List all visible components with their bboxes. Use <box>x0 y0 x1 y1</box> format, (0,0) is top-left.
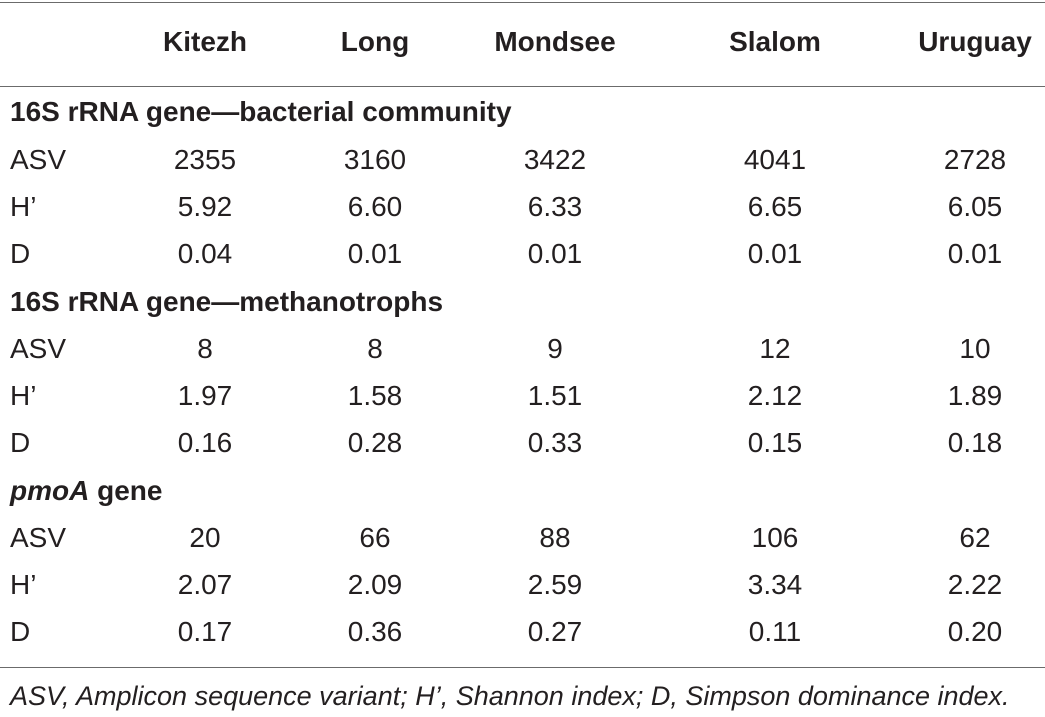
table-cell: 2.09 <box>347 569 403 600</box>
section-title-text: 16S rRNA gene—bacterial community <box>10 96 512 127</box>
table-cell: 20 <box>189 522 221 553</box>
table-row: D 0.17 0.36 0.27 0.11 0.20 <box>0 610 1045 654</box>
table-cell: 0.33 <box>527 427 583 458</box>
table-cell: 2.59 <box>527 569 583 600</box>
table-row: D 0.16 0.28 0.33 0.15 0.18 <box>0 421 1045 465</box>
table-cell: 3160 <box>343 144 407 175</box>
section-title-pmoa: pmoA gene <box>10 471 162 511</box>
table-cell: 0.01 <box>347 238 403 269</box>
table-cell: 0.15 <box>747 427 803 458</box>
table-cell: 2.07 <box>177 569 233 600</box>
section-title-methanotrophs: 16S rRNA gene—methanotrophs <box>10 282 443 322</box>
row-label: D <box>10 616 31 647</box>
section-title-text: gene <box>89 475 163 506</box>
table-cell: 0.01 <box>747 238 803 269</box>
table-cell: 0.27 <box>527 616 583 647</box>
table-cell: 0.17 <box>177 616 233 647</box>
table-cell: 2728 <box>943 144 1007 175</box>
table-cell: 2.12 <box>747 380 803 411</box>
table-row: H’ 2.07 2.09 2.59 3.34 2.22 <box>0 563 1045 607</box>
section-title-italic: pmoA <box>10 475 90 506</box>
table-cell: 0.20 <box>947 616 1003 647</box>
table-cell: 1.58 <box>347 380 403 411</box>
section-title-text: 16S rRNA gene—methanotrophs <box>10 286 444 317</box>
table-cell: 0.01 <box>527 238 583 269</box>
column-header-long: Long <box>340 26 410 57</box>
table-cell: 3.34 <box>747 569 803 600</box>
table-cell: 5.92 <box>177 191 233 222</box>
table-cell: 0.04 <box>177 238 233 269</box>
table-cell: 1.89 <box>947 380 1003 411</box>
table-cell: 1.97 <box>177 380 233 411</box>
table-row: H’ 1.97 1.58 1.51 2.12 1.89 <box>0 374 1045 418</box>
row-label: H’ <box>10 569 37 600</box>
row-label: ASV <box>10 333 67 364</box>
table-cell: 0.16 <box>177 427 233 458</box>
table-cell: 0.18 <box>947 427 1003 458</box>
table-cell: 62 <box>959 522 991 553</box>
table-cell: 4041 <box>743 144 807 175</box>
column-header-mondsee: Mondsee <box>494 26 616 57</box>
table-cell: 6.33 <box>527 191 583 222</box>
column-header-kitezh: Kitezh <box>163 26 247 57</box>
row-label: H’ <box>10 380 37 411</box>
table-cell: 6.05 <box>947 191 1003 222</box>
table-top-rule <box>0 2 1045 3</box>
section-title-bacterial: 16S rRNA gene—bacterial community <box>10 92 512 132</box>
row-label: H’ <box>10 191 37 222</box>
table-footnote: ASV, Amplicon sequence variant; H’, Shan… <box>10 681 1010 711</box>
table-cell: 10 <box>959 333 991 364</box>
table-cell: 6.65 <box>747 191 803 222</box>
table-row: D 0.04 0.01 0.01 0.01 0.01 <box>0 232 1045 276</box>
table-cell: 0.36 <box>347 616 403 647</box>
table-cell: 12 <box>759 333 791 364</box>
table-cell: 1.51 <box>527 380 583 411</box>
table-cell: 0.01 <box>947 238 1003 269</box>
table-bottom-rule <box>0 667 1045 668</box>
table-cell: 2355 <box>173 144 237 175</box>
table-cell: 8 <box>367 333 383 364</box>
table-header-row: Kitezh Long Mondsee Slalom Uruguay <box>0 20 1045 64</box>
row-label: D <box>10 238 31 269</box>
table-cell: 66 <box>359 522 391 553</box>
column-header-uruguay: Uruguay <box>918 26 1032 57</box>
row-label: ASV <box>10 522 67 553</box>
table-header-rule <box>0 86 1045 87</box>
table-cell: 0.28 <box>347 427 403 458</box>
table-cell: 2.22 <box>947 569 1003 600</box>
row-label: ASV <box>10 144 67 175</box>
table-cell: 106 <box>751 522 799 553</box>
table-row: H’ 5.92 6.60 6.33 6.65 6.05 <box>0 185 1045 229</box>
table-cell: 88 <box>539 522 571 553</box>
table-cell: 3422 <box>523 144 587 175</box>
table-cell: 0.11 <box>748 616 802 647</box>
table-cell: 8 <box>197 333 213 364</box>
column-header-slalom: Slalom <box>729 26 821 57</box>
table-row: ASV 2355 3160 3422 4041 2728 <box>0 138 1045 182</box>
table-cell: 6.60 <box>347 191 403 222</box>
table-cell: 9 <box>547 333 563 364</box>
table-row: ASV 8 8 9 12 10 <box>0 327 1045 371</box>
table-row: ASV 20 66 88 106 62 <box>0 516 1045 560</box>
row-label: D <box>10 427 31 458</box>
